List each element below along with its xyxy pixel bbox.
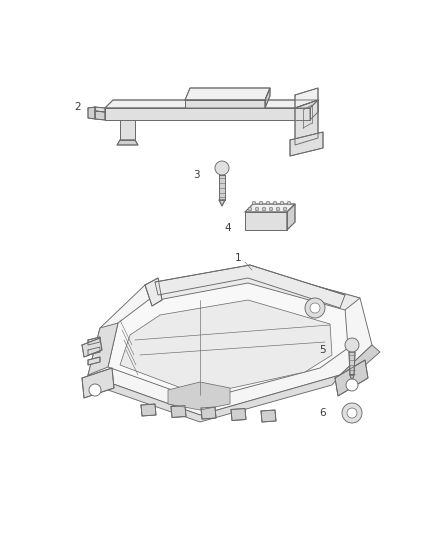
- Polygon shape: [350, 375, 354, 381]
- Circle shape: [345, 338, 359, 352]
- Polygon shape: [168, 382, 230, 410]
- Polygon shape: [171, 406, 186, 417]
- Circle shape: [262, 207, 266, 211]
- Polygon shape: [201, 407, 216, 419]
- Polygon shape: [88, 337, 100, 345]
- Polygon shape: [185, 88, 270, 100]
- Polygon shape: [219, 200, 225, 206]
- Text: 2: 2: [75, 102, 81, 112]
- Polygon shape: [335, 360, 368, 396]
- Text: 5: 5: [320, 345, 326, 355]
- Circle shape: [269, 207, 273, 211]
- Circle shape: [259, 201, 263, 205]
- Circle shape: [273, 201, 277, 205]
- Polygon shape: [88, 357, 100, 365]
- Circle shape: [89, 384, 101, 396]
- Polygon shape: [245, 204, 295, 212]
- Text: 3: 3: [193, 170, 199, 180]
- Circle shape: [347, 408, 357, 418]
- Polygon shape: [108, 279, 348, 400]
- Circle shape: [248, 207, 252, 211]
- Polygon shape: [120, 120, 135, 140]
- Polygon shape: [82, 368, 114, 398]
- Polygon shape: [145, 268, 360, 310]
- Polygon shape: [185, 100, 265, 108]
- Polygon shape: [245, 212, 287, 230]
- Polygon shape: [88, 268, 372, 415]
- Polygon shape: [120, 300, 332, 395]
- Circle shape: [280, 201, 284, 205]
- Circle shape: [266, 201, 270, 205]
- Circle shape: [287, 201, 291, 205]
- Polygon shape: [261, 410, 276, 422]
- Polygon shape: [231, 408, 246, 421]
- Polygon shape: [349, 352, 355, 375]
- Text: 6: 6: [320, 408, 326, 418]
- Polygon shape: [88, 323, 118, 375]
- Circle shape: [346, 379, 358, 391]
- Polygon shape: [155, 265, 345, 308]
- Polygon shape: [105, 108, 310, 120]
- Polygon shape: [95, 111, 105, 120]
- Polygon shape: [310, 100, 318, 120]
- Circle shape: [283, 207, 287, 211]
- Text: 1: 1: [235, 253, 241, 263]
- Circle shape: [255, 207, 259, 211]
- Circle shape: [215, 161, 229, 175]
- Circle shape: [342, 403, 362, 423]
- Polygon shape: [141, 404, 156, 416]
- Polygon shape: [265, 88, 270, 108]
- Polygon shape: [145, 278, 162, 306]
- Text: 4: 4: [225, 223, 231, 233]
- Polygon shape: [295, 100, 318, 145]
- Polygon shape: [290, 132, 323, 156]
- Polygon shape: [85, 375, 340, 422]
- Polygon shape: [95, 107, 105, 112]
- Polygon shape: [88, 347, 100, 355]
- Polygon shape: [82, 338, 102, 357]
- Polygon shape: [340, 345, 380, 380]
- Polygon shape: [88, 107, 95, 119]
- Polygon shape: [105, 100, 318, 108]
- Circle shape: [252, 201, 256, 205]
- Polygon shape: [295, 88, 318, 108]
- Circle shape: [276, 207, 280, 211]
- Circle shape: [305, 298, 325, 318]
- Circle shape: [310, 303, 320, 313]
- Polygon shape: [117, 140, 138, 145]
- Polygon shape: [287, 204, 295, 230]
- Polygon shape: [219, 175, 225, 200]
